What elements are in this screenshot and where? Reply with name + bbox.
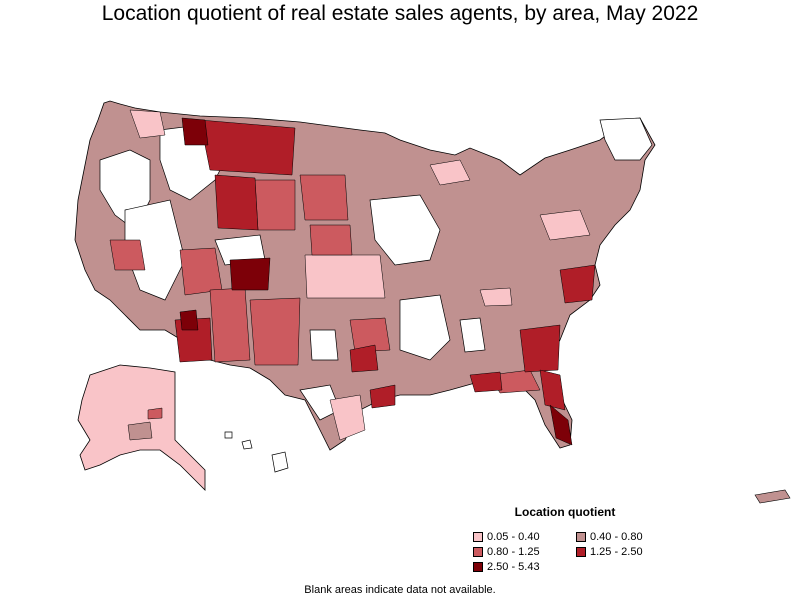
legend-label: 2.50 - 5.43 xyxy=(487,561,540,573)
legend-item: 2.50 - 5.43 xyxy=(473,561,540,573)
legend-label: 0.80 - 1.25 xyxy=(487,546,540,558)
map-title: Location quotient of real estate sales a… xyxy=(101,2,699,25)
lq-0-80-1-25-areas xyxy=(109,174,541,394)
legend-swatch xyxy=(576,547,586,557)
puerto-rico-outline xyxy=(754,489,791,504)
legend-item: 0.80 - 1.25 xyxy=(473,546,540,558)
legend-swatch xyxy=(473,532,483,542)
legend-swatch xyxy=(576,532,586,542)
legend-swatch xyxy=(473,547,483,557)
legend-label: 0.40 - 0.80 xyxy=(590,531,643,543)
legend-swatch xyxy=(473,562,483,572)
lq-1-25-2-50-areas xyxy=(174,119,596,411)
lq-0-05-0-40-areas xyxy=(129,109,591,441)
legend-item: 0.40 - 0.80 xyxy=(576,531,643,543)
footnote: Blank areas indicate data not available. xyxy=(304,584,496,596)
legend-item: 1.25 - 2.50 xyxy=(576,546,643,558)
legend-title: Location quotient xyxy=(514,505,616,519)
alaska-region xyxy=(147,407,163,420)
legend-label: 0.05 - 0.40 xyxy=(487,531,540,543)
lq-2-50-5-43-areas xyxy=(179,117,573,446)
alaska-region xyxy=(127,421,153,441)
hawaii-islands xyxy=(224,431,289,473)
legend-label: 1.25 - 2.50 xyxy=(590,546,643,558)
legend-item: 0.05 - 0.40 xyxy=(473,531,540,543)
